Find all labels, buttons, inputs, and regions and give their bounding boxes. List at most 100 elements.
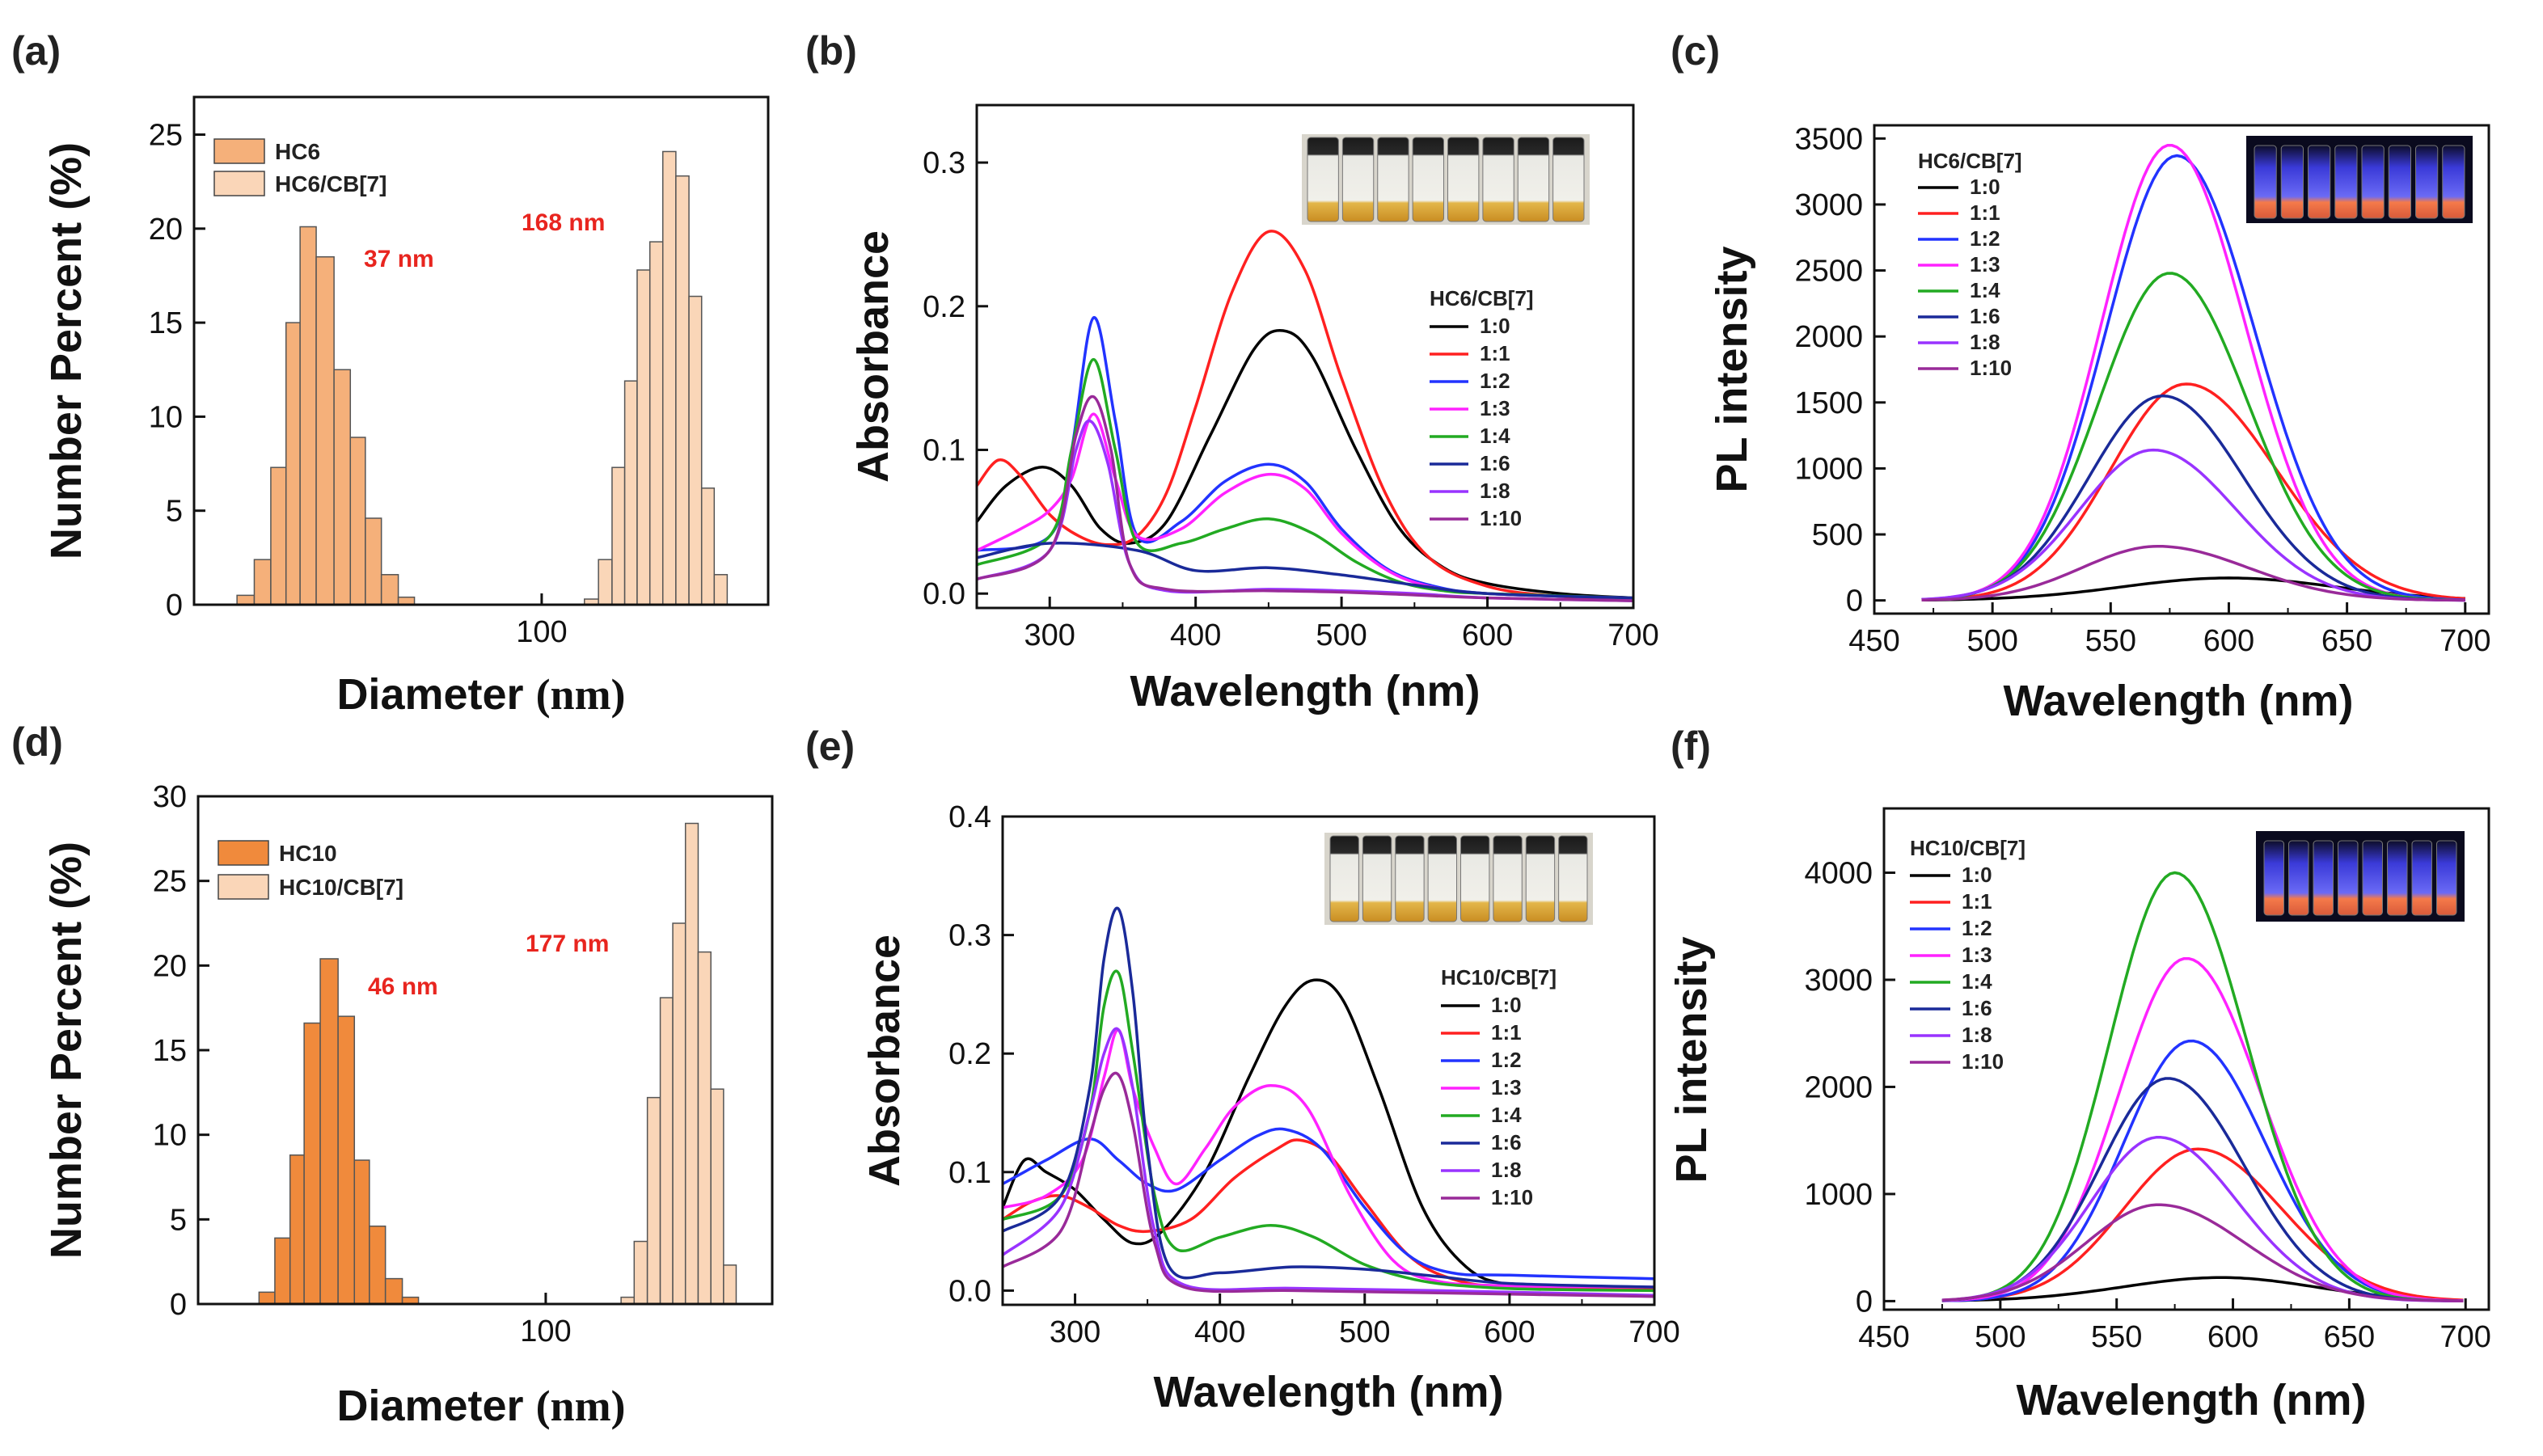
histogram-bar-d bbox=[384, 1277, 403, 1305]
legend-label-b: 1:6 bbox=[1480, 451, 1510, 475]
vial-icon bbox=[2387, 840, 2408, 916]
pl-spectrum-line-f bbox=[1941, 1077, 2464, 1302]
lines-c bbox=[1921, 144, 2465, 602]
annotation-46nm: 46 nm bbox=[368, 973, 438, 1000]
y-tick-label-e: 0.1 bbox=[948, 1156, 991, 1190]
vial-icon bbox=[2288, 840, 2309, 916]
histogram-bar-a bbox=[675, 175, 690, 606]
x-tick-label-f: 600 bbox=[2207, 1320, 2258, 1354]
vial-icon bbox=[1377, 137, 1409, 222]
spectrum-line-e bbox=[1002, 969, 1655, 1293]
annotation-177nm: 177 nm bbox=[526, 931, 609, 957]
x-tick-label-c: 600 bbox=[2203, 624, 2254, 658]
legend-label-c: 1:10 bbox=[1970, 356, 2012, 380]
legend-label-c: 1:8 bbox=[1970, 330, 2000, 354]
y-axis-title-e: Absorbance bbox=[860, 935, 909, 1187]
panel-c: 0 500 1000 1500 2000 2500 3000 3500 450 500 550 600… bbox=[1708, 122, 2490, 725]
vial-icon bbox=[2334, 145, 2358, 219]
histogram-bar-a bbox=[236, 594, 256, 606]
legend-label-c: 1:4 bbox=[1970, 278, 2000, 302]
legend-label-c: 1:6 bbox=[1970, 304, 2000, 328]
legend-label-b: 1:0 bbox=[1480, 314, 1510, 338]
histogram-bar-a bbox=[661, 150, 677, 606]
histogram-bar-d bbox=[369, 1225, 387, 1305]
panel-label-d: (d) bbox=[11, 720, 63, 765]
legend-label-b: 1:2 bbox=[1480, 369, 1510, 393]
vial-icon bbox=[1307, 137, 1339, 222]
ticks-b: 0.0 0.1 0.2 0.3 300 400 500 600 700 bbox=[923, 146, 1659, 652]
y-tick-label-f: 2000 bbox=[1804, 1070, 1873, 1104]
histogram-bar-a bbox=[598, 559, 613, 606]
legend-swatch-hc6-cb7 bbox=[213, 171, 265, 196]
legend-label-hc6: HC6 bbox=[275, 139, 320, 164]
vial-photo-f bbox=[2256, 831, 2465, 922]
legend-label-c: 1:3 bbox=[1970, 252, 2000, 276]
spectrum-line-b bbox=[976, 541, 1634, 600]
x-axis-title-unit-d: (nm) bbox=[536, 1382, 626, 1430]
vial-photo-background-c bbox=[2246, 136, 2473, 223]
ticks-f: 0 1000 2000 3000 4000 450 500 550 600 650 700 bbox=[1804, 856, 2490, 1354]
y-tick-label-c: 500 bbox=[1812, 518, 1863, 552]
legend-label-f: 1:2 bbox=[1962, 916, 1992, 940]
spectrum-line-e bbox=[1002, 1028, 1655, 1289]
legend-label-c: 1:0 bbox=[1970, 175, 2000, 199]
x-tick-label-f: 500 bbox=[1975, 1320, 2026, 1354]
vials-b bbox=[1307, 137, 1585, 222]
y-axis-title-c: PL intensity bbox=[1708, 246, 1756, 492]
x-axis-title-word-a: Diameter bbox=[336, 670, 523, 719]
legend-title-e: HC10/CB[7] bbox=[1441, 965, 1557, 990]
annotation-168nm: 168 nm bbox=[522, 209, 605, 236]
y-tick-label-d: 25 bbox=[153, 865, 187, 899]
legend-label-e: 1:2 bbox=[1491, 1048, 1522, 1072]
plot-frame-f bbox=[1882, 807, 2490, 1311]
histogram-bar-d bbox=[303, 1022, 321, 1305]
vial-icon bbox=[2308, 145, 2331, 219]
legend-label-f: 1:4 bbox=[1962, 969, 1992, 994]
y-tick-label-c: 2000 bbox=[1794, 320, 1863, 354]
y-axis-title-b: Absorbance bbox=[849, 230, 898, 483]
histogram-bar-d bbox=[684, 822, 699, 1305]
legend-label-f: 1:0 bbox=[1962, 863, 1992, 887]
x-tick-label-c: 650 bbox=[2321, 624, 2372, 658]
x-tick-label-f: 650 bbox=[2324, 1320, 2375, 1354]
vial-icon bbox=[2362, 840, 2383, 916]
legend-label-e: 1:0 bbox=[1491, 993, 1522, 1017]
histogram-bar-d bbox=[289, 1154, 305, 1305]
vial-icon bbox=[2263, 840, 2284, 916]
y-tick-label-c: 3500 bbox=[1794, 122, 1863, 156]
spectrum-line-b bbox=[976, 419, 1634, 602]
y-tick-label-c: 1000 bbox=[1794, 452, 1863, 486]
y-tick-label-b: 0.0 bbox=[923, 577, 965, 611]
vials-f bbox=[2263, 840, 2457, 916]
legend-b: HC6/CB[7] 1:0 1:1 1:2 1:3 1:4 1:6 1:8 1:10 bbox=[1430, 286, 1534, 530]
legend-label-b: 1:8 bbox=[1480, 479, 1510, 503]
plot-frame-b bbox=[975, 103, 1635, 610]
histogram-bar-d bbox=[319, 958, 339, 1305]
y-tick-label-d: 5 bbox=[170, 1203, 187, 1237]
y-tick-label-d: 30 bbox=[153, 780, 187, 814]
y-tick-label-c: 3000 bbox=[1794, 188, 1863, 222]
panel-b: 0.0 0.1 0.2 0.3 300 400 500 600 700 Absorbance W… bbox=[849, 103, 1659, 715]
y-tick-label-e: 0.0 bbox=[948, 1274, 991, 1308]
x-tick-label-b: 600 bbox=[1462, 618, 1513, 652]
vial-icon bbox=[1482, 137, 1514, 222]
histogram-bar-a bbox=[285, 322, 301, 606]
x-tick-label-e: 400 bbox=[1194, 1315, 1245, 1349]
y-tick-label-c: 0 bbox=[1846, 585, 1863, 618]
spectrum-line-e bbox=[1002, 906, 1655, 1289]
vial-icon bbox=[1558, 835, 1588, 922]
x-tick-label-e: 500 bbox=[1339, 1315, 1390, 1349]
legend-label-hc6-cb7: HC6/CB[7] bbox=[275, 171, 387, 196]
histogram-bar-a bbox=[611, 466, 626, 606]
x-tick-label-c: 700 bbox=[2440, 624, 2490, 658]
x-tick-label-e: 600 bbox=[1484, 1315, 1535, 1349]
panel-e: 0.0 0.1 0.2 0.3 0.4 300 400 500 600 700 Absorbanc… bbox=[860, 800, 1680, 1416]
histogram-bar-a bbox=[333, 369, 352, 606]
y-tick-label-a: 15 bbox=[149, 306, 183, 340]
pl-spectrum-line-c bbox=[1921, 394, 2465, 602]
spectrum-line-e bbox=[1001, 1027, 1655, 1298]
x-axis-title-unit-a: (nm) bbox=[536, 670, 626, 719]
y-tick-label-a: 25 bbox=[149, 119, 183, 153]
y-axis-title-d: Number Percent (%) bbox=[42, 842, 91, 1259]
vial-icon bbox=[2361, 145, 2385, 219]
